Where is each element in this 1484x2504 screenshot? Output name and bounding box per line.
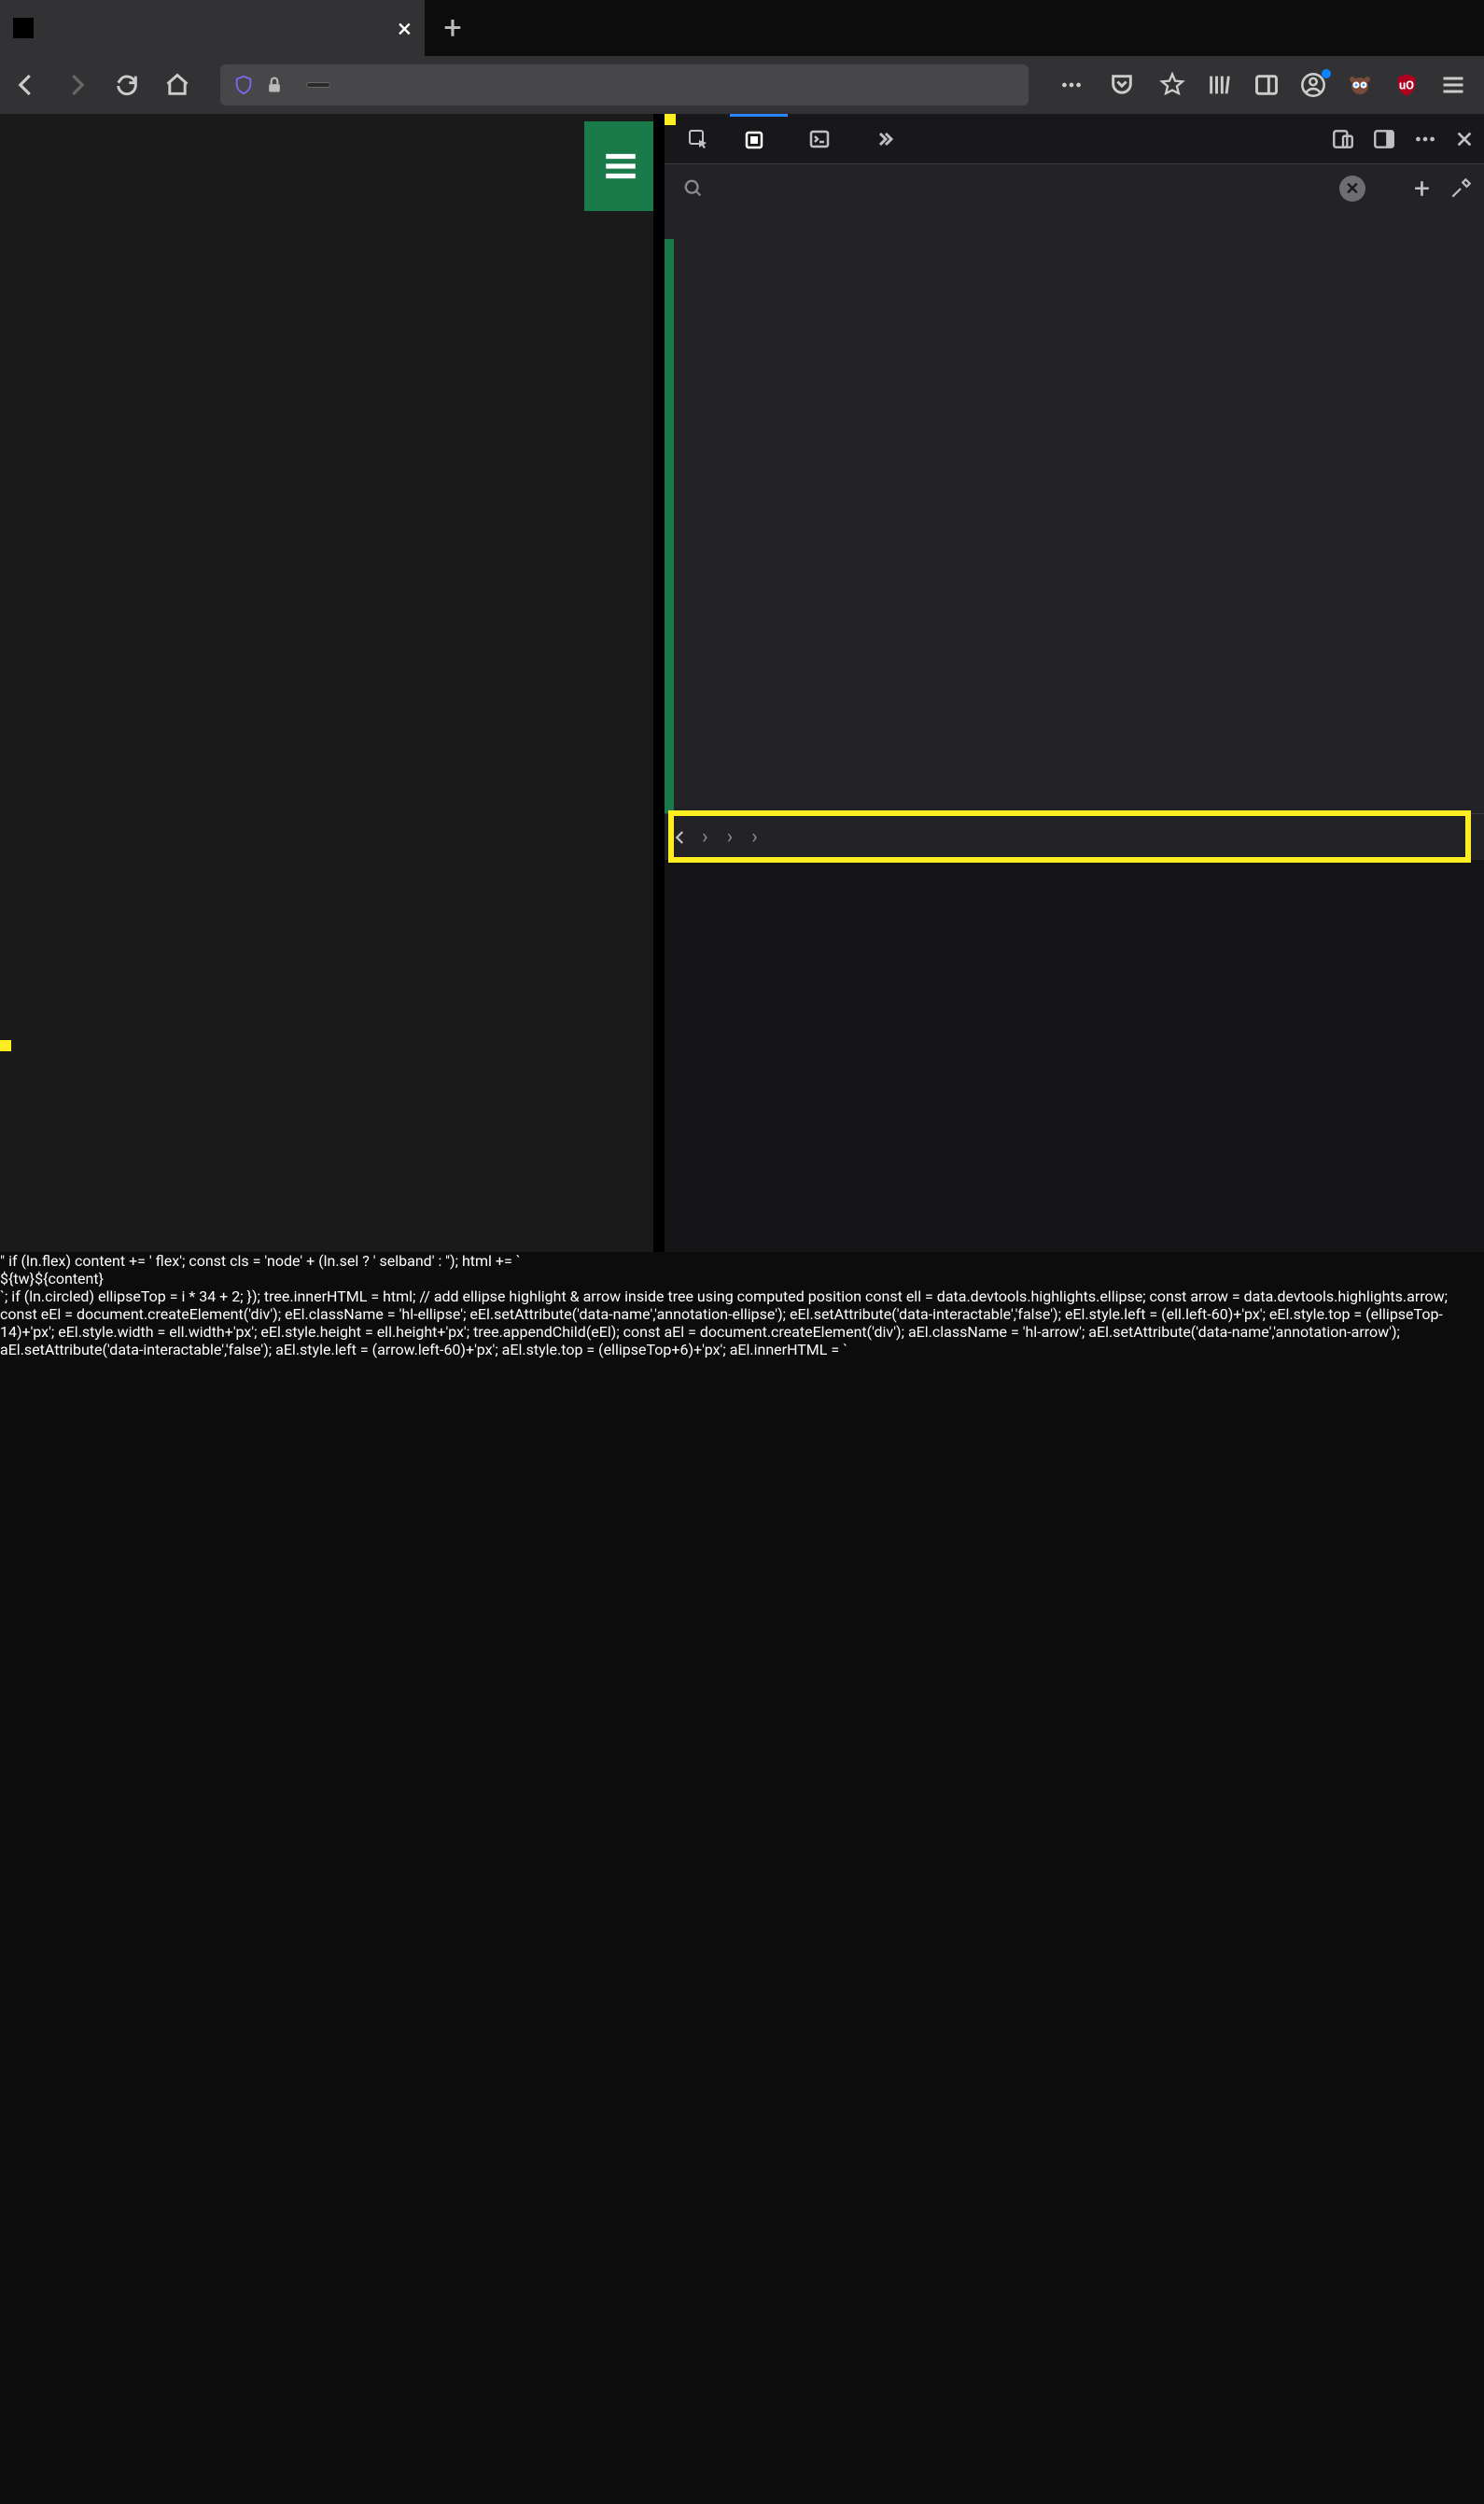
add-rule-icon[interactable]: +: [1407, 173, 1437, 205]
devtools-menu-icon[interactable]: [1413, 127, 1437, 151]
page-content: [0, 114, 653, 1040]
dock-side-icon[interactable]: [1372, 127, 1396, 151]
devtools-empty-area: [665, 860, 1484, 1252]
devtools-close-icon[interactable]: [1454, 129, 1475, 149]
chevron-right-icon: ›: [746, 825, 763, 849]
sidebar-toggle-icon[interactable]: [1253, 71, 1281, 99]
annotation-highlight-box: [668, 810, 1471, 863]
annotation-highlight-box: [0, 1040, 11, 1051]
svg-text:uO: uO: [1399, 79, 1414, 93]
extension-greasemonkey-icon[interactable]: [1346, 71, 1374, 99]
address-bar[interactable]: [220, 64, 1029, 106]
pick-element-button[interactable]: [674, 114, 722, 163]
responsive-mode-icon[interactable]: [1331, 127, 1355, 151]
chevron-right-icon: ›: [721, 825, 739, 849]
back-button[interactable]: [9, 68, 43, 102]
devtools-pane: ✕ + › › ›: [665, 114, 1484, 1252]
devtools-tabs: [665, 114, 1484, 164]
extension-ublock-icon[interactable]: uO: [1393, 71, 1421, 99]
page-pane: [0, 114, 653, 1252]
page-hamburger-button[interactable]: [584, 121, 653, 211]
devtools-search-row: ✕ +: [665, 164, 1484, 213]
tab-close-icon[interactable]: ×: [398, 13, 412, 44]
tracking-shield-icon[interactable]: [233, 74, 254, 96]
devtools-search: [676, 170, 1328, 207]
toolbar-right: uO: [1206, 71, 1475, 99]
usage-circle-2: [28, 497, 625, 754]
search-icon: [683, 178, 704, 199]
search-clear-icon[interactable]: ✕: [1339, 176, 1365, 202]
search-count: [1377, 185, 1395, 192]
tab-console[interactable]: [795, 114, 853, 163]
library-icon[interactable]: [1206, 71, 1234, 99]
home-button[interactable]: [161, 68, 194, 102]
browser-tab[interactable]: ×: [0, 0, 425, 56]
zoom-badge[interactable]: [306, 82, 330, 88]
nav-bar: uO: [0, 56, 1484, 114]
ring: [198, 211, 455, 469]
dom-tree[interactable]: [665, 213, 1484, 813]
dom-breadcrumbs[interactable]: › › ›: [665, 813, 1484, 860]
splitter[interactable]: [653, 114, 665, 1252]
forward-button[interactable]: [60, 68, 93, 102]
tab-favicon: [13, 18, 34, 38]
pocket-icon[interactable]: [1105, 68, 1139, 102]
tab-strip: × +: [0, 0, 1484, 56]
dom-node[interactable]: ${tw}${content}: [0, 1270, 1484, 1287]
eyedropper-icon[interactable]: [1449, 176, 1473, 201]
lock-icon[interactable]: [265, 75, 284, 95]
main-split: ✕ + › › ›: [0, 114, 1484, 1252]
ring: [198, 497, 455, 754]
devtools-tabs-right: [1331, 127, 1475, 151]
hamburger-menu-icon[interactable]: [1439, 71, 1467, 99]
devtools-search-input[interactable]: [713, 176, 797, 202]
info-text: [28, 121, 625, 155]
tabs-overflow-icon[interactable]: [861, 114, 909, 163]
new-tab-button[interactable]: +: [425, 0, 481, 56]
account-icon[interactable]: [1299, 71, 1327, 99]
crumb-scroll-left-icon[interactable]: [672, 829, 689, 846]
usage-circle-1: [28, 211, 625, 469]
reload-button[interactable]: [110, 68, 144, 102]
bookmark-star-icon[interactable]: [1155, 68, 1189, 102]
chevron-right-icon: ›: [696, 825, 714, 849]
usage-circle-3: [28, 782, 625, 1040]
meatballs-icon[interactable]: [1055, 68, 1088, 102]
tab-inspector[interactable]: [730, 114, 788, 163]
ring: [198, 782, 455, 1040]
